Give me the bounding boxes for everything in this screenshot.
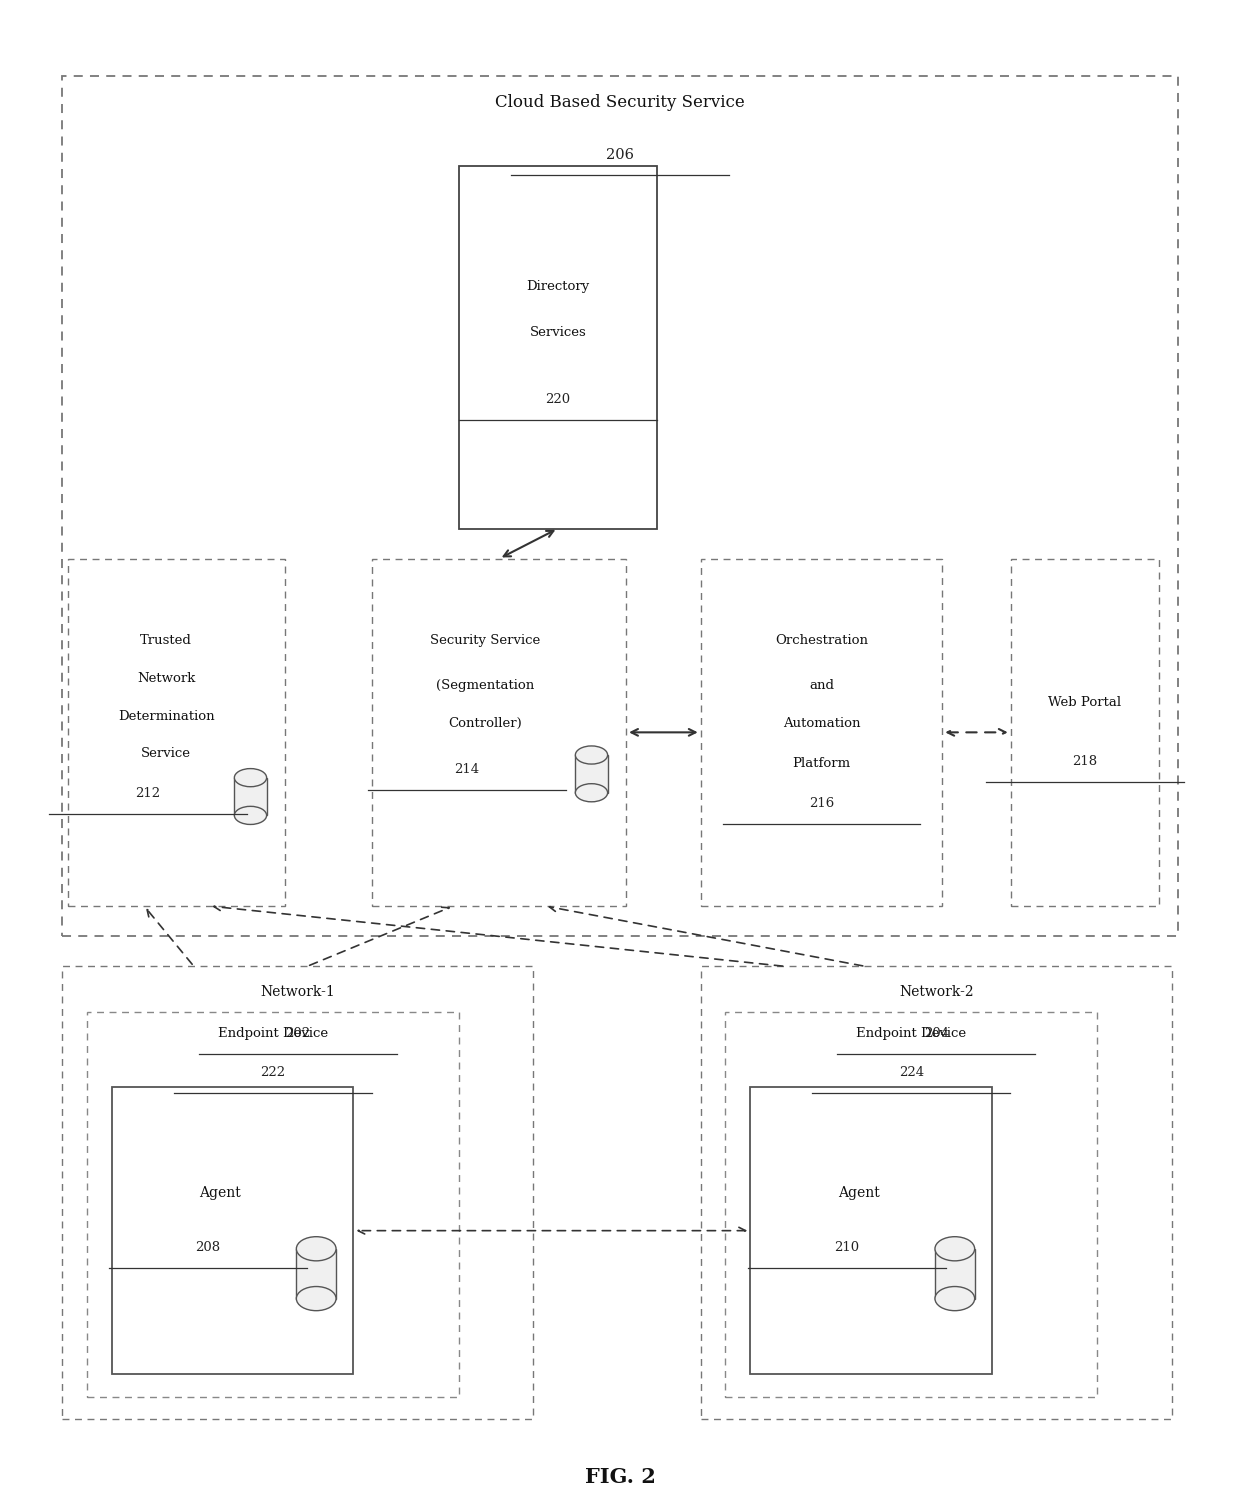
Text: Security Service: Security Service	[430, 634, 541, 648]
Ellipse shape	[234, 806, 267, 824]
Text: Directory: Directory	[526, 281, 590, 293]
Text: Orchestration: Orchestration	[775, 634, 868, 648]
Text: 224: 224	[899, 1066, 924, 1080]
FancyBboxPatch shape	[62, 76, 1178, 936]
Ellipse shape	[296, 1287, 336, 1311]
Text: 222: 222	[260, 1066, 285, 1080]
Text: Agent: Agent	[838, 1185, 880, 1200]
Bar	[575, 755, 608, 793]
Text: 210: 210	[835, 1241, 859, 1255]
Text: 206: 206	[606, 148, 634, 162]
Text: (Segmentation: (Segmentation	[436, 680, 534, 693]
FancyBboxPatch shape	[68, 559, 285, 906]
Ellipse shape	[575, 784, 608, 802]
Ellipse shape	[575, 746, 608, 764]
Text: and: and	[808, 680, 835, 693]
FancyBboxPatch shape	[1011, 559, 1159, 906]
FancyBboxPatch shape	[62, 966, 533, 1419]
Bar	[935, 1249, 975, 1299]
Ellipse shape	[935, 1287, 975, 1311]
Ellipse shape	[234, 769, 267, 787]
Text: FIG. 2: FIG. 2	[584, 1466, 656, 1487]
Text: Platform: Platform	[792, 757, 851, 770]
FancyBboxPatch shape	[459, 166, 657, 528]
FancyBboxPatch shape	[87, 1012, 459, 1397]
Text: Determination: Determination	[118, 710, 215, 723]
Text: 214: 214	[454, 763, 479, 776]
Text: Network-1: Network-1	[260, 985, 335, 998]
Text: 220: 220	[546, 393, 570, 406]
Text: Services: Services	[529, 326, 587, 338]
Ellipse shape	[935, 1237, 975, 1261]
Text: Web Portal: Web Portal	[1049, 696, 1121, 708]
Text: 212: 212	[135, 787, 160, 800]
FancyBboxPatch shape	[750, 1087, 992, 1374]
Text: Service: Service	[141, 747, 191, 761]
Text: Automation: Automation	[782, 717, 861, 731]
Ellipse shape	[296, 1237, 336, 1261]
Text: 202: 202	[285, 1027, 310, 1040]
Text: Controller): Controller)	[449, 717, 522, 731]
FancyBboxPatch shape	[372, 559, 626, 906]
Text: Cloud Based Security Service: Cloud Based Security Service	[495, 94, 745, 110]
Text: 218: 218	[1073, 755, 1097, 769]
FancyBboxPatch shape	[701, 966, 1172, 1419]
FancyBboxPatch shape	[725, 1012, 1097, 1397]
Text: Network: Network	[136, 672, 196, 686]
FancyBboxPatch shape	[701, 559, 942, 906]
Bar	[234, 778, 267, 815]
Text: 216: 216	[808, 797, 835, 811]
Text: 208: 208	[196, 1241, 221, 1255]
Text: Network-2: Network-2	[899, 985, 973, 998]
Bar	[296, 1249, 336, 1299]
Text: 204: 204	[924, 1027, 949, 1040]
Text: Endpoint Device: Endpoint Device	[857, 1027, 966, 1040]
Text: Trusted: Trusted	[140, 634, 192, 648]
Text: Agent: Agent	[200, 1185, 242, 1200]
Text: Endpoint Device: Endpoint Device	[218, 1027, 327, 1040]
FancyBboxPatch shape	[112, 1087, 353, 1374]
